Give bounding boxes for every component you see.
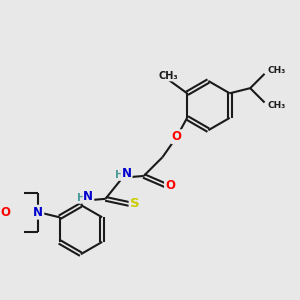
Text: N: N: [33, 206, 43, 219]
Text: CH₃: CH₃: [158, 70, 178, 80]
Text: N: N: [83, 190, 93, 203]
Text: CH₃: CH₃: [267, 101, 286, 110]
Text: O: O: [165, 179, 175, 192]
Text: O: O: [0, 206, 10, 219]
Text: O: O: [172, 130, 182, 143]
Text: H: H: [77, 193, 86, 203]
Text: S: S: [130, 197, 139, 211]
Text: CH₃: CH₃: [267, 66, 286, 75]
Text: H: H: [116, 170, 124, 180]
Text: N: N: [122, 167, 132, 180]
